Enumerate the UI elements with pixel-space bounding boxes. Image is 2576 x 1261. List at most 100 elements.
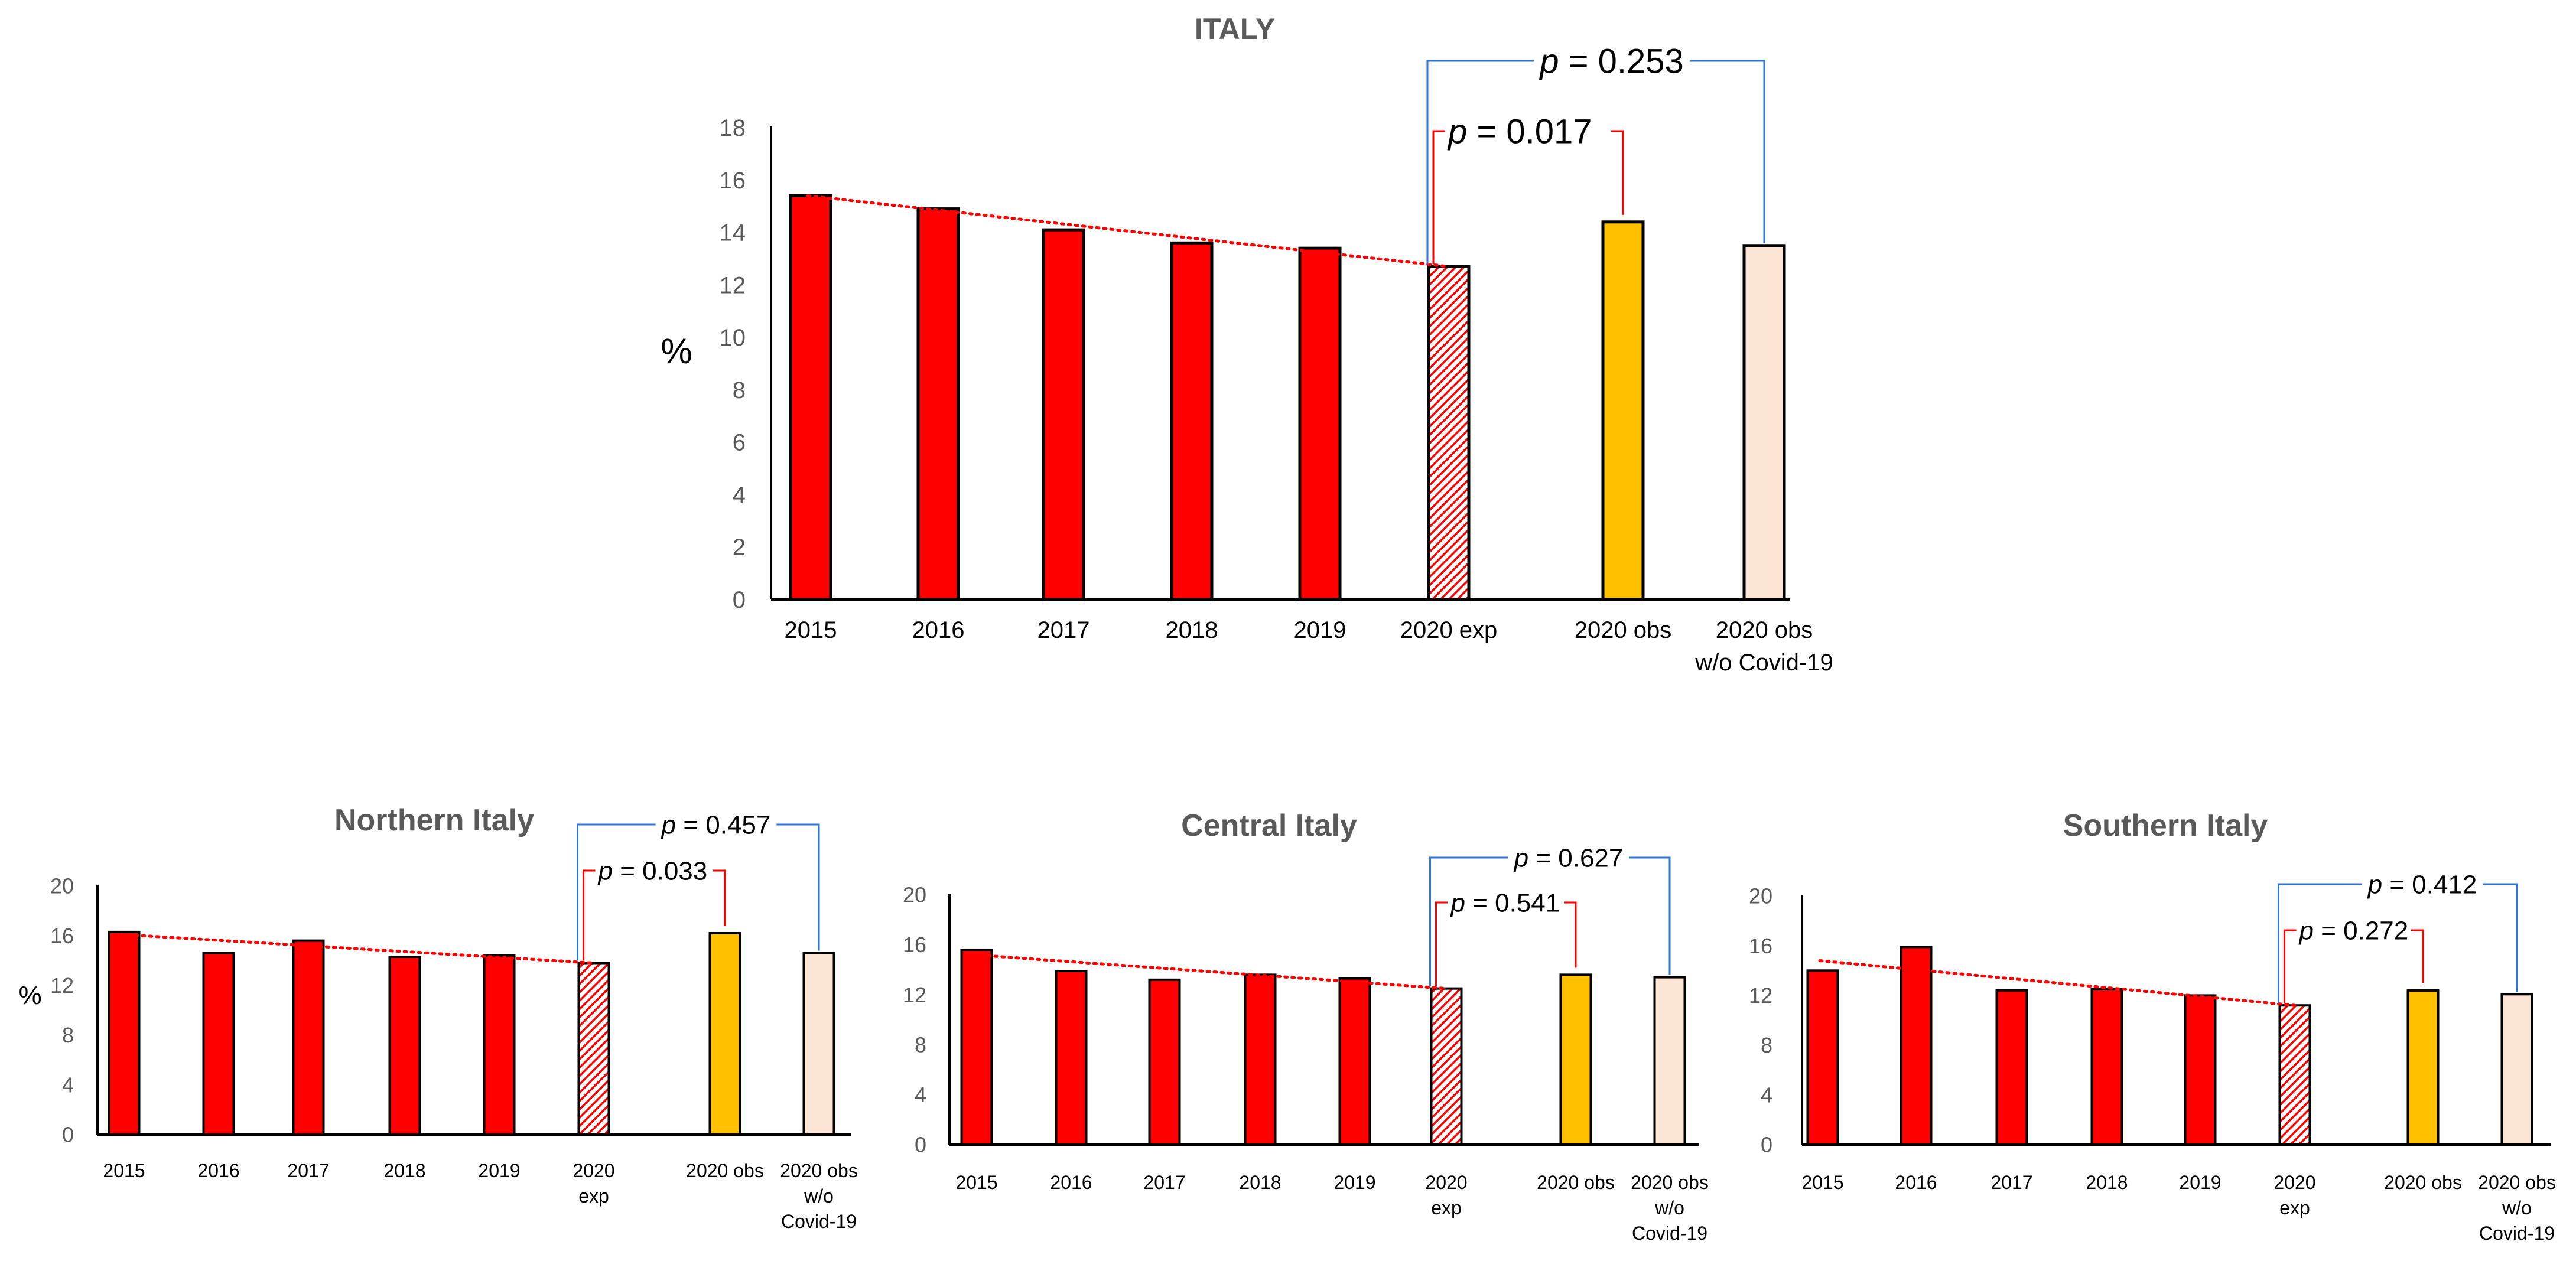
p-bracket-red bbox=[713, 869, 726, 926]
x-category-label: 2019 bbox=[1294, 617, 1346, 643]
x-category-label: 2020 exp bbox=[1425, 1172, 1467, 1218]
p-bracket-blue bbox=[1426, 60, 1534, 265]
bar bbox=[1042, 228, 1085, 601]
p-bracket-blue bbox=[1629, 856, 1671, 975]
x-category-label: 2020 obs w/o Covid-19 bbox=[1631, 1172, 1709, 1244]
y-tick-label: 0 bbox=[915, 1133, 926, 1157]
bar bbox=[388, 955, 421, 1136]
bar bbox=[1995, 989, 2028, 1146]
x-category-label: 2017 bbox=[287, 1160, 329, 1181]
bar bbox=[1601, 220, 1645, 601]
bar bbox=[1653, 976, 1686, 1146]
p-bracket-blue bbox=[1689, 60, 1765, 243]
x-category-label: 2020 obs w/o Covid-19 bbox=[1694, 617, 1833, 676]
x-category-label: 2020 exp bbox=[2273, 1172, 2315, 1218]
y-tick-label: 4 bbox=[62, 1073, 74, 1097]
x-category-label: 2016 bbox=[1895, 1172, 1937, 1193]
p-value-label: p = 0.627 bbox=[1513, 843, 1624, 872]
bar bbox=[1430, 987, 1463, 1146]
y-tick-label: 0 bbox=[733, 587, 746, 613]
y-tick-label: 20 bbox=[50, 874, 74, 898]
y-tick-label: 4 bbox=[915, 1083, 926, 1107]
p-value-label: p = 0.412 bbox=[2367, 870, 2477, 899]
bar bbox=[1338, 977, 1371, 1146]
y-tick-label: 4 bbox=[733, 482, 746, 508]
y-tick-label: 20 bbox=[903, 883, 926, 907]
p-bracket-red bbox=[1564, 901, 1577, 968]
p-value-label: p = 0.033 bbox=[597, 856, 708, 885]
bar bbox=[2184, 994, 2217, 1146]
x-category-label: 2016 bbox=[197, 1160, 239, 1181]
p-bracket-red bbox=[1611, 130, 1624, 215]
x-category-label: 2020 obs bbox=[686, 1160, 764, 1181]
x-category-label: 2016 bbox=[1050, 1172, 1092, 1193]
chart-italy: ITALY 0 2 4 6 8 10 12 14 16 18% 2015 2016 2017 2018 201… bbox=[661, 12, 1833, 676]
bar bbox=[1806, 969, 1839, 1146]
y-tick-label: 16 bbox=[720, 168, 746, 194]
y-tick-label: 12 bbox=[720, 272, 746, 298]
x-category-label: 2015 bbox=[1801, 1172, 1843, 1193]
chart-title: ITALY bbox=[1195, 12, 1275, 45]
bar bbox=[1244, 973, 1277, 1146]
x-category-label: 2020 obs bbox=[2384, 1172, 2462, 1193]
x-category-label: 2018 bbox=[2086, 1172, 2128, 1193]
p-value-label: p = 0.457 bbox=[661, 810, 771, 839]
chart-central-italy: Central Italy 0 4 8 12 16 20 2015 2016 2017 2018 20… bbox=[903, 809, 1709, 1244]
y-tick-label: 0 bbox=[1761, 1133, 1772, 1157]
bar bbox=[2278, 1004, 2311, 1146]
y-tick-label: 14 bbox=[720, 220, 746, 246]
y-tick-label: 8 bbox=[1761, 1033, 1772, 1057]
x-category-label: 2017 bbox=[1143, 1172, 1185, 1193]
y-tick-label: 8 bbox=[915, 1032, 926, 1057]
x-category-label: 2020 exp bbox=[1400, 617, 1498, 643]
y-tick-label: 8 bbox=[62, 1023, 74, 1047]
y-tick-label: 12 bbox=[1749, 983, 1772, 1008]
y-tick-label: 6 bbox=[733, 430, 746, 456]
bar bbox=[708, 931, 741, 1136]
y-tick-label: 16 bbox=[903, 933, 926, 957]
bar bbox=[2406, 989, 2440, 1146]
p-bracket-red bbox=[1432, 130, 1445, 265]
y-tick-label: 16 bbox=[1749, 934, 1772, 958]
bar bbox=[960, 949, 993, 1146]
p-bracket-red bbox=[2411, 929, 2424, 983]
bar bbox=[1298, 246, 1342, 601]
bar bbox=[789, 194, 832, 601]
bar bbox=[1742, 244, 1786, 601]
x-category-label: 2017 bbox=[1990, 1172, 2032, 1193]
x-category-label: 2019 bbox=[2179, 1172, 2221, 1193]
x-category-label: 2015 bbox=[103, 1160, 145, 1181]
bar bbox=[1427, 265, 1471, 601]
p-bracket-blue bbox=[1429, 856, 1508, 986]
x-category-label: 2020 obs w/o Covid-19 bbox=[780, 1160, 858, 1232]
bar bbox=[202, 952, 235, 1136]
y-tick-label: 16 bbox=[50, 924, 74, 948]
chart-southern-italy: Southern Italy 0 4 8 12 16 20 2015 2016 2017 2018 2… bbox=[1749, 809, 2556, 1244]
y-tick-label: 2 bbox=[733, 535, 746, 561]
y-tick-label: 8 bbox=[733, 377, 746, 403]
x-category-label: 2020 obs bbox=[1537, 1172, 1615, 1193]
x-category-label: 2015 bbox=[955, 1172, 997, 1193]
trend-line bbox=[1818, 959, 2297, 1007]
chart-title: Southern Italy bbox=[2063, 809, 2268, 843]
bar bbox=[916, 207, 960, 601]
x-category-label: 2019 bbox=[1333, 1172, 1375, 1193]
p-value-label: p = 0.272 bbox=[2298, 916, 2409, 945]
y-tick-label: 12 bbox=[50, 973, 74, 998]
x-category-label: 2015 bbox=[785, 617, 837, 643]
y-tick-label: 18 bbox=[720, 115, 746, 141]
bar bbox=[1148, 978, 1181, 1146]
trend-line bbox=[806, 194, 1450, 268]
y-tick-label: 10 bbox=[720, 325, 746, 351]
bar bbox=[802, 952, 835, 1136]
p-bracket-blue bbox=[776, 823, 820, 951]
bar bbox=[577, 962, 610, 1136]
chart-northern-italy: Northern Italy 0 4 8 12 16 20% 2015 2016 2017 2018… bbox=[18, 803, 857, 1232]
x-category-label: 2016 bbox=[912, 617, 965, 643]
bar bbox=[1559, 973, 1592, 1146]
bar bbox=[2090, 988, 2123, 1146]
y-tick-label: 4 bbox=[1761, 1083, 1772, 1107]
y-tick-label: 0 bbox=[62, 1123, 74, 1147]
p-bracket-blue bbox=[577, 823, 656, 961]
